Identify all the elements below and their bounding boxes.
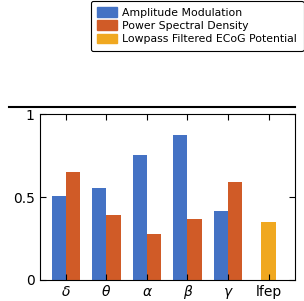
Bar bbox=[133, 155, 147, 280]
Legend: Amplitude Modulation, Power Spectral Density, Lowpass Filtered ECoG Potential: Amplitude Modulation, Power Spectral Den… bbox=[91, 1, 304, 51]
Bar bbox=[214, 211, 228, 280]
Bar bbox=[147, 234, 161, 280]
Bar bbox=[228, 182, 242, 280]
Bar bbox=[261, 222, 276, 280]
Bar bbox=[106, 215, 121, 280]
Bar bbox=[188, 219, 202, 280]
Bar bbox=[66, 172, 80, 280]
Bar bbox=[173, 135, 188, 280]
Bar bbox=[52, 196, 66, 280]
Bar bbox=[92, 188, 106, 280]
